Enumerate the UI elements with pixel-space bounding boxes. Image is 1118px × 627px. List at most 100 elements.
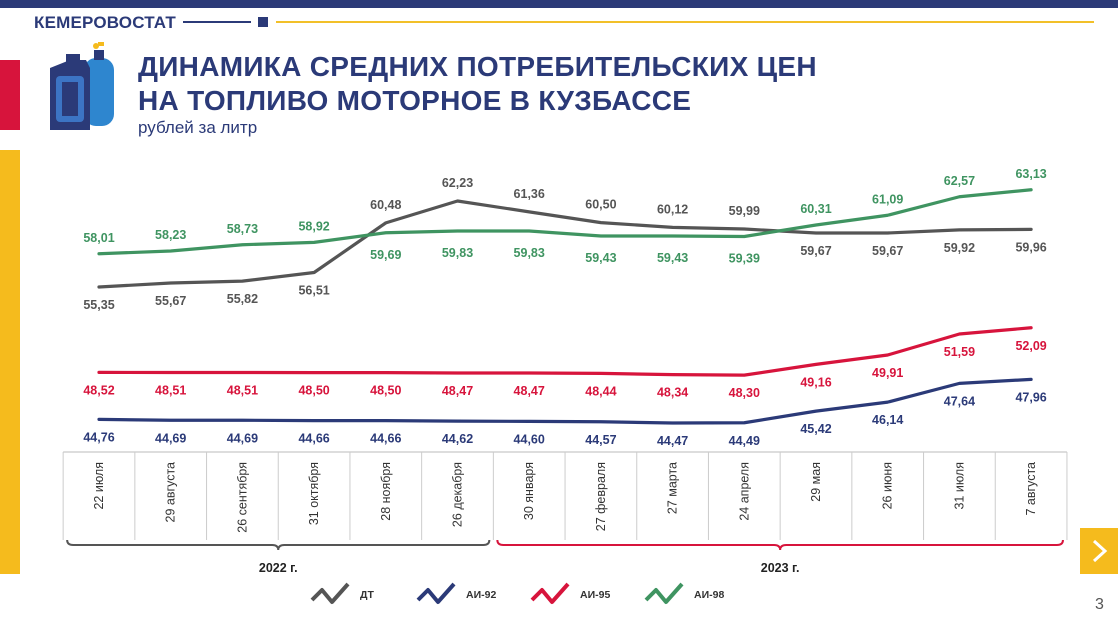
series-line-3 xyxy=(97,326,1033,377)
data-label: 58,92 xyxy=(298,219,329,233)
top-band xyxy=(0,0,1118,8)
data-label: 59,43 xyxy=(657,251,688,265)
data-label: 49,16 xyxy=(800,375,831,389)
data-label: 44,47 xyxy=(657,434,688,448)
brand-rule-yellow xyxy=(276,21,1094,23)
series-line-1 xyxy=(97,199,1033,289)
data-label: 59,67 xyxy=(872,244,903,258)
x-tick-label: 26 декабря xyxy=(451,462,465,527)
data-label: 51,59 xyxy=(944,345,975,359)
data-label: 45,42 xyxy=(800,422,831,436)
data-label: 55,67 xyxy=(155,294,186,308)
data-label: 60,31 xyxy=(800,202,831,216)
legend-label: АИ-92 xyxy=(466,589,496,601)
page-number: 3 xyxy=(1095,596,1104,613)
data-label: 59,92 xyxy=(944,241,975,255)
data-label: 44,60 xyxy=(514,432,545,446)
accent-bar-yellow xyxy=(0,150,20,574)
next-slide-button[interactable] xyxy=(1080,528,1118,574)
x-tick-label: 27 февраля xyxy=(594,462,608,531)
data-label: 48,47 xyxy=(514,384,545,398)
data-label: 48,50 xyxy=(298,384,329,398)
legend-label: АИ-98 xyxy=(694,589,724,601)
legend-swatch xyxy=(310,582,350,604)
data-label: 61,09 xyxy=(872,192,903,206)
data-label: 59,83 xyxy=(514,246,545,260)
data-label: 52,09 xyxy=(1015,339,1046,353)
data-label: 48,52 xyxy=(83,383,114,397)
title-line-2: НА ТОПЛИВО МОТОРНОЕ В КУЗБАССЕ xyxy=(138,85,692,116)
legend-swatch xyxy=(416,582,456,604)
data-label: 59,43 xyxy=(585,251,616,265)
title-line-1: ДИНАМИКА СРЕДНИХ ПОТРЕБИТЕЛЬСКИХ ЦЕН xyxy=(138,51,817,82)
data-label: 58,23 xyxy=(155,228,186,242)
data-label: 46,14 xyxy=(872,413,903,427)
brand-rule xyxy=(183,21,251,23)
series-line-4 xyxy=(97,188,1033,256)
data-label: 60,48 xyxy=(370,198,401,212)
chart-subtitle: рублей за литр xyxy=(138,118,258,137)
year-label: 2022 г. xyxy=(259,561,298,575)
data-label: 48,51 xyxy=(227,384,258,398)
year-label: 2023 г. xyxy=(761,561,800,575)
x-tick-label: 29 мая xyxy=(809,462,823,502)
data-label: 48,50 xyxy=(370,384,401,398)
data-label: 44,57 xyxy=(585,433,616,447)
legend-label: АИ-95 xyxy=(580,589,610,601)
chart-title: ДИНАМИКА СРЕДНИХ ПОТРЕБИТЕЛЬСКИХ ЦЕН НА … xyxy=(138,50,817,118)
data-label: 56,51 xyxy=(298,284,329,298)
x-tick-label: 22 июля xyxy=(92,462,106,510)
data-label: 60,12 xyxy=(657,202,688,216)
year-brace-1 xyxy=(66,539,491,551)
data-label: 49,91 xyxy=(872,366,903,380)
data-label: 63,13 xyxy=(1015,167,1046,181)
data-label: 59,83 xyxy=(442,246,473,260)
data-label: 61,36 xyxy=(514,187,545,201)
legend-swatch xyxy=(644,582,684,604)
data-label: 48,51 xyxy=(155,384,186,398)
x-tick-label: 31 октября xyxy=(307,462,321,525)
year-brace-2 xyxy=(496,539,1064,551)
x-tick-label: 26 сентября xyxy=(235,462,249,533)
x-tick-label: 29 августа xyxy=(164,462,178,522)
data-label: 48,30 xyxy=(729,386,760,400)
x-tick-label: 30 января xyxy=(522,462,536,520)
data-label: 59,67 xyxy=(800,244,831,258)
data-label: 60,50 xyxy=(585,198,616,212)
x-tick-label: 27 марта xyxy=(666,462,680,514)
legend-swatch xyxy=(530,582,570,604)
data-label: 44,69 xyxy=(155,431,186,445)
data-label: 59,99 xyxy=(729,204,760,218)
data-label: 44,49 xyxy=(729,434,760,448)
data-label: 47,96 xyxy=(1015,390,1046,404)
x-tick-label: 26 июня xyxy=(881,462,895,509)
data-label: 44,69 xyxy=(227,431,258,445)
data-label: 58,73 xyxy=(227,222,258,236)
chevron-right-icon xyxy=(1092,539,1108,563)
data-label: 48,44 xyxy=(585,384,616,398)
brand-name: КЕМЕРОВОСТАТ xyxy=(34,13,177,32)
accent-bar-red xyxy=(0,60,20,130)
data-label: 44,66 xyxy=(370,432,401,446)
legend-label: ДТ xyxy=(360,589,374,601)
data-label: 48,47 xyxy=(442,384,473,398)
data-label: 44,66 xyxy=(298,432,329,446)
data-label: 44,62 xyxy=(442,432,473,446)
data-label: 62,57 xyxy=(944,174,975,188)
x-tick-label: 31 июля xyxy=(952,462,966,510)
fuel-canister-and-gas-cylinder-icon xyxy=(50,42,114,130)
series-line-2 xyxy=(97,377,1033,425)
data-label: 55,35 xyxy=(83,298,114,312)
x-tick-label: 28 ноября xyxy=(379,462,393,521)
data-label: 48,34 xyxy=(657,386,688,400)
data-label: 58,01 xyxy=(83,231,114,245)
data-label: 47,64 xyxy=(944,394,975,408)
data-label: 59,39 xyxy=(729,252,760,266)
data-label: 59,96 xyxy=(1015,240,1046,254)
brand-square xyxy=(258,17,268,27)
data-label: 55,82 xyxy=(227,292,258,306)
data-label: 44,76 xyxy=(83,430,114,444)
x-tick-label: 24 апреля xyxy=(737,462,751,521)
data-label: 59,69 xyxy=(370,248,401,262)
